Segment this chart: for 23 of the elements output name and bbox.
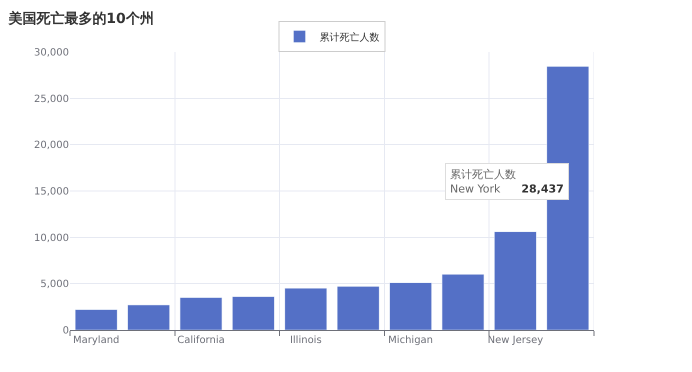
x-tick-label: New Jersey [488, 335, 544, 346]
bar [284, 288, 328, 330]
x-tick-label: Maryland [73, 335, 120, 346]
x-tick-label: Illinois [290, 335, 322, 346]
y-tick-label: 20,000 [34, 140, 69, 152]
bar [232, 296, 275, 330]
bar [336, 286, 380, 330]
x-tick-label: Michigan [388, 335, 434, 346]
y-tick-label: 10,000 [34, 232, 69, 244]
annotation: 28,437 [521, 182, 564, 196]
y-tick-label: 15,000 [34, 186, 69, 198]
x-tick-label: California [177, 335, 225, 346]
bar [74, 309, 118, 330]
y-tick-label: 25,000 [34, 94, 69, 105]
annotation: New York [450, 182, 501, 196]
y-tick-label: 5,000 [40, 279, 69, 290]
bar [180, 297, 222, 330]
y-tick-label: 0 [62, 326, 69, 336]
legend-label: 累计死亡人数 [320, 31, 380, 44]
bar [127, 304, 170, 330]
chart-title: 美国死亡最多的10个州 [7, 10, 154, 27]
annotation: 累计死亡人数 [450, 168, 516, 181]
y-tick-label: 30,000 [34, 48, 69, 58]
